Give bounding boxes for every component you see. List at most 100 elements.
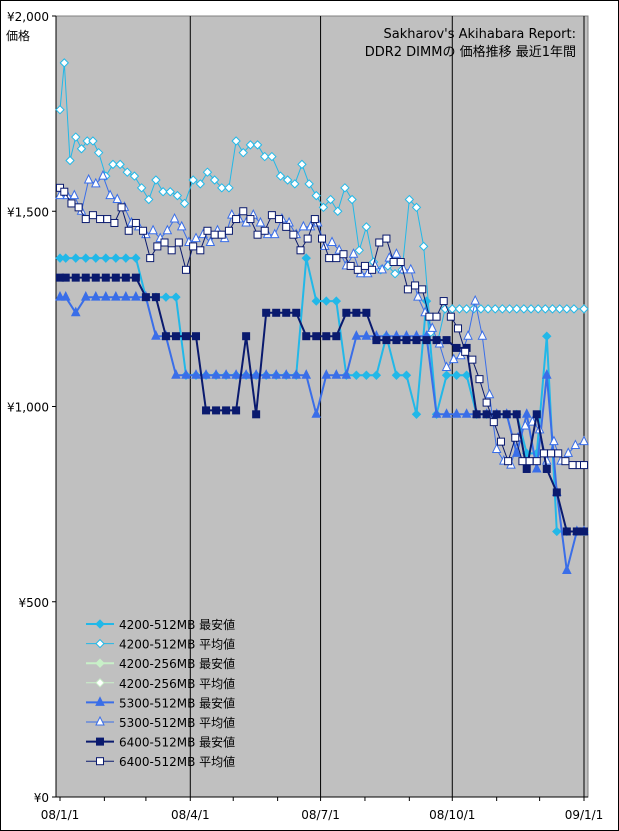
legend-swatch-marker <box>95 658 105 668</box>
data-point <box>490 304 500 314</box>
data-point <box>360 261 369 270</box>
data-point <box>131 253 141 263</box>
data-point <box>502 410 511 419</box>
data-point <box>101 253 111 263</box>
legend-swatch-marker <box>96 737 104 746</box>
data-point <box>411 281 420 290</box>
data-point <box>392 336 401 345</box>
data-point <box>563 447 574 457</box>
data-point <box>463 330 473 340</box>
y-axis-label: 価格 <box>6 28 30 43</box>
data-point <box>461 408 472 418</box>
data-point <box>167 246 176 255</box>
data-point <box>217 183 227 193</box>
data-point <box>67 199 76 208</box>
data-point <box>522 464 531 473</box>
data-point <box>554 449 563 458</box>
legend-swatch-marker <box>95 696 105 706</box>
data-point <box>281 369 292 379</box>
data-point <box>83 173 94 184</box>
y-tick-label: ¥500 <box>18 596 49 610</box>
data-point <box>205 236 216 246</box>
data-point <box>361 370 372 380</box>
data-point <box>203 226 212 235</box>
data-point <box>554 304 565 314</box>
data-point <box>568 461 577 470</box>
data-point <box>461 347 470 356</box>
data-point <box>562 564 572 575</box>
data-point <box>483 304 493 314</box>
data-point <box>121 253 131 263</box>
data-point <box>341 369 352 379</box>
data-point <box>405 263 416 274</box>
data-point <box>382 336 391 345</box>
chart-title-line1: Sakharov's Akihabara Report: <box>383 27 576 42</box>
data-point <box>81 253 91 263</box>
data-point <box>110 218 119 227</box>
axes: 08/1/1 08/4/1 08/7/1 08/10/1 09/1/1 ¥0 ¥500 ¥1,… <box>7 10 603 822</box>
data-point <box>131 218 140 227</box>
data-point <box>404 194 415 205</box>
y-tick-label: ¥1,000 <box>7 401 49 415</box>
data-point <box>547 449 556 458</box>
legend-entry: 5300-512MB 平均値 <box>86 715 235 730</box>
data-point <box>484 388 495 399</box>
data-point <box>212 406 221 415</box>
data-point <box>439 297 448 306</box>
data-point <box>209 175 220 185</box>
data-point <box>90 177 101 188</box>
data-point <box>191 232 201 243</box>
data-point <box>252 140 263 150</box>
data-point <box>262 308 271 317</box>
legend-entry: 4200-512MB 平均値 <box>86 637 235 652</box>
data-point <box>391 370 402 380</box>
data-point <box>245 140 256 150</box>
data-point <box>477 330 488 340</box>
data-point <box>321 296 332 306</box>
data-point <box>267 151 277 162</box>
data-point <box>303 234 312 243</box>
data-point <box>271 369 281 379</box>
data-point <box>301 253 311 263</box>
data-point <box>461 370 472 380</box>
data-point <box>108 159 118 170</box>
data-point <box>151 293 160 302</box>
legend-label: 5300-512MB 最安値 <box>119 695 235 710</box>
data-point <box>131 291 141 301</box>
data-point <box>231 136 241 146</box>
data-point <box>189 242 198 251</box>
data-point <box>158 187 168 197</box>
data-point <box>489 418 498 427</box>
data-point <box>377 263 387 274</box>
data-point <box>547 304 558 314</box>
data-point <box>169 212 180 223</box>
data-point <box>172 190 183 201</box>
data-point <box>144 194 154 205</box>
data-point <box>402 336 411 345</box>
data-point <box>290 179 300 189</box>
data-point <box>105 189 115 200</box>
data-point <box>153 242 162 251</box>
data-point <box>71 253 81 263</box>
data-point <box>579 435 589 446</box>
legend-label: 5300-512MB 平均値 <box>119 715 235 730</box>
data-point <box>562 527 571 536</box>
legend-label: 4200-512MB 平均値 <box>119 637 235 652</box>
data-point <box>351 330 362 340</box>
data-point <box>539 449 548 458</box>
data-point <box>531 462 542 473</box>
data-point <box>253 230 262 239</box>
data-point <box>115 159 125 170</box>
data-point <box>221 369 231 379</box>
data-point <box>195 179 206 189</box>
data-point <box>372 336 381 345</box>
data-point <box>61 273 70 282</box>
data-point <box>532 457 541 466</box>
data-point <box>117 203 126 212</box>
data-point <box>542 331 552 341</box>
data-point <box>472 410 481 419</box>
data-point <box>202 406 211 415</box>
data-point <box>211 369 221 379</box>
legend-swatch-marker <box>95 619 105 629</box>
series-8 <box>56 183 588 470</box>
